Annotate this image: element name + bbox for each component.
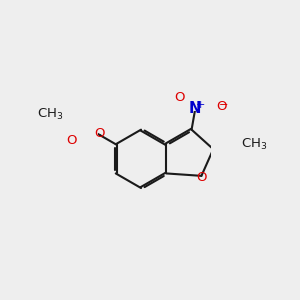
Text: CH$_3$: CH$_3$ (241, 136, 267, 152)
Text: O: O (196, 171, 207, 184)
Text: O: O (174, 91, 184, 104)
Text: CH$_3$: CH$_3$ (37, 106, 64, 122)
Text: O: O (217, 100, 227, 113)
Text: O: O (94, 127, 104, 140)
Text: O: O (67, 134, 77, 147)
Text: +: + (195, 100, 205, 110)
Text: N: N (189, 101, 201, 116)
Text: −: − (219, 100, 228, 110)
